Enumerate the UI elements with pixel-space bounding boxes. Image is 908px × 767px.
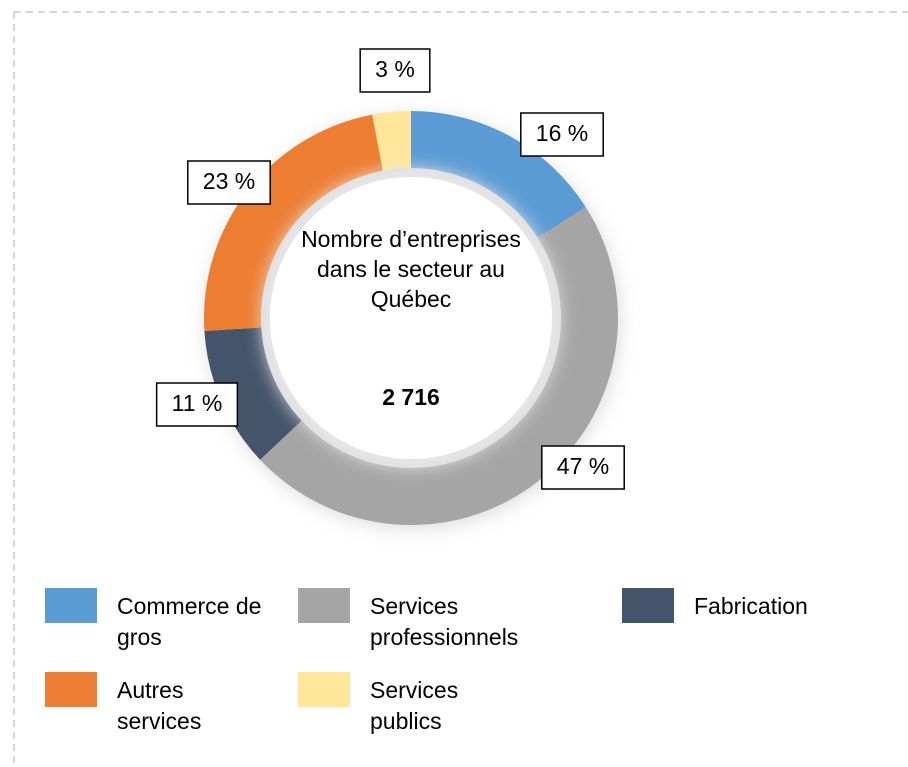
data-label: 16 %	[520, 112, 604, 157]
data-label-box	[359, 48, 431, 93]
legend-swatch	[45, 588, 97, 623]
legend-label: Autres services	[117, 677, 202, 734]
data-label-text: 23 %	[203, 168, 255, 194]
data-label: 11 %	[155, 382, 239, 427]
legend-swatch	[45, 672, 97, 707]
data-label-text: 3 %	[375, 56, 415, 82]
legend-swatch	[298, 588, 350, 623]
data-label: 23 %	[187, 160, 271, 205]
legend-swatch	[298, 672, 350, 707]
legend-label: Commerce de gros	[117, 593, 262, 650]
legend-item: Services publics	[298, 672, 520, 737]
donut-segment	[204, 327, 302, 460]
data-label-text: 16 %	[536, 120, 588, 146]
donut-hole	[270, 177, 552, 459]
data-label-box	[520, 112, 604, 157]
center-total: 2 716	[382, 384, 440, 410]
donut-segment	[260, 207, 619, 526]
legend-label: Fabrication	[694, 593, 808, 619]
data-label-text: 47 %	[557, 453, 609, 479]
legend-label: Services publics	[370, 677, 459, 734]
data-label-box	[155, 382, 239, 427]
donut-segment	[204, 114, 383, 331]
legend-item: Commerce de gros	[45, 588, 267, 653]
legend-item: Autres services	[45, 672, 267, 737]
donut-segment	[372, 111, 411, 171]
data-label-text: 11 %	[172, 390, 223, 416]
center-label: Nombre d’entreprises dans le secteur au …	[301, 226, 521, 312]
data-label: 47 %	[541, 445, 625, 490]
donut-segment	[411, 111, 586, 238]
legend-label: Services professionnels	[370, 593, 519, 650]
data-label-box	[541, 445, 625, 490]
data-label: 3 %	[359, 48, 431, 93]
legend-item: Fabrication	[622, 588, 894, 623]
legend-item: Services professionnels	[298, 588, 520, 653]
legend-swatch	[622, 588, 674, 623]
data-label-box	[187, 160, 271, 205]
